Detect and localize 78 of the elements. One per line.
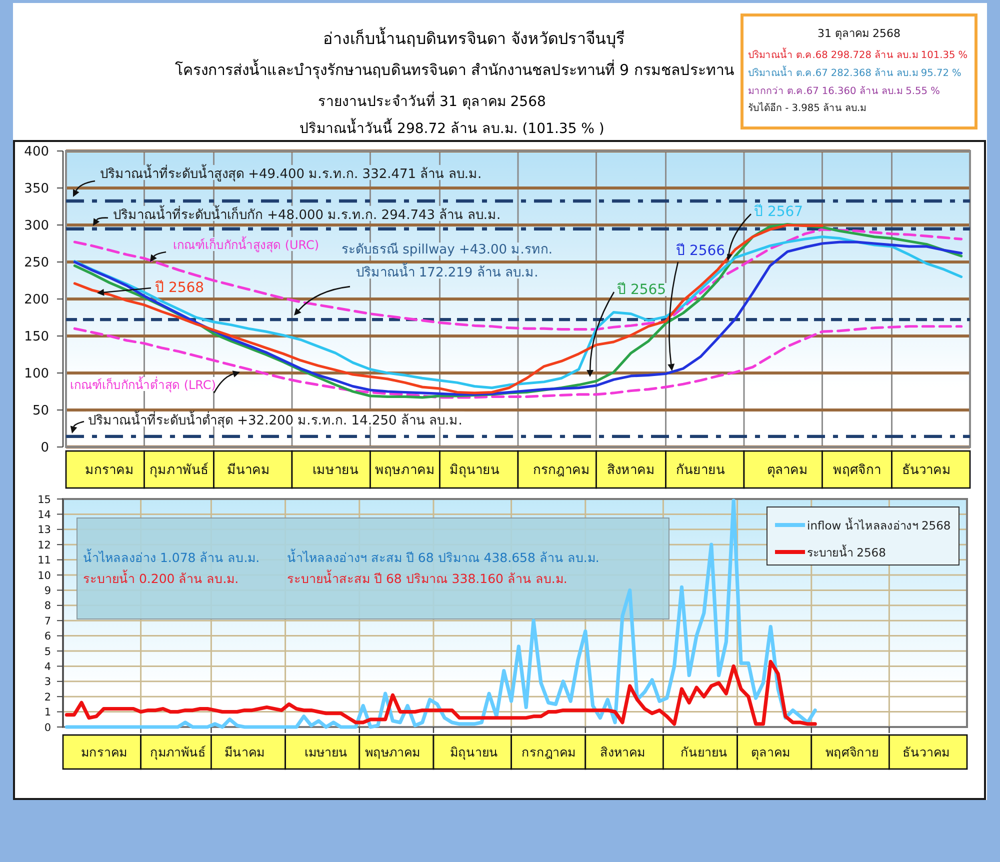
x-tick-label: พฤศจิกาย	[826, 744, 879, 760]
x-tick-label: กันยายน	[680, 744, 728, 760]
series-label: ปี 2565	[617, 282, 666, 298]
series-label: เกณฑ์เก็บกักน้ำต่ำสุด (LRC)	[70, 376, 216, 393]
x-tick-label: เมษายน	[304, 744, 348, 760]
ref-line-label: ปริมาณน้ำที่ระดับน้ำสูงสุด +49.400 ม.ร.ท.ก. 332.471 ล้าน ลบ.ม.	[100, 164, 482, 182]
text: ปริมาณน้ำ ต.ค.68 298.728 ล้าน ลบ.ม 101.35 %	[748, 47, 968, 61]
x-tick-label: พฤษภาคม	[375, 463, 435, 478]
y-tick-label: 3	[44, 676, 51, 688]
x-tick-label: กรกฎาคม	[532, 463, 590, 478]
series-label: ปี 2567	[754, 204, 804, 220]
y-tick-label: 350	[24, 182, 49, 197]
x-tick-label: สิงหาคม	[600, 744, 645, 760]
y-tick-label: 10	[38, 570, 51, 582]
y-tick-label: 100	[24, 366, 49, 382]
line-series	[73, 325, 963, 399]
y-tick-label: 13	[38, 524, 51, 536]
annotation: น้ำไหลลงอ่าง 1.078 ล้าน ลบ.ม.	[83, 548, 260, 565]
ref-line-label: ปริมาณน้ำที่ระดับน้ำต่ำสุด +32.200 ม.ร.ท.ก. 14.250 ล้าน ลบ.ม.	[88, 410, 462, 428]
y-tick-label: 6	[44, 630, 52, 643]
y-tick-label: 2	[44, 691, 51, 704]
line-series	[73, 228, 963, 331]
text: ปริมาณน้ำ ต.ค.67 282.368 ล้าน ลบ.ม 95.72 %	[748, 65, 962, 79]
y-tick-label: 9	[44, 584, 51, 597]
text: รายงานประจำวันที่ 31 ตุลาคม 2568	[318, 92, 546, 110]
y-tick-label: 14	[38, 508, 52, 521]
ref-line-label: ปริมาณน้ำที่ระดับน้ำเก็บกัก +48.000 ม.ร.ท.ก. 294.743 ล้าน ลบ.ม.	[113, 204, 501, 223]
line-series	[73, 224, 824, 394]
annotation: น้ำไหลลงอ่างฯ สะสม ปี 68 ปริมาณ 438.658 ล้าน ลบ.ม.	[287, 548, 600, 565]
text: มากกว่า ต.ค.67 16.360 ล้าน ลบ.ม 5.55 %	[748, 86, 940, 97]
text: ปี 2566	[676, 243, 726, 259]
y-tick-label: 11	[38, 554, 51, 567]
line-series	[64, 660, 817, 726]
chart-subtitle: โครงการส่งน้ำและบำรุงรักษานฤบดินทรจินดา สำนักงานชลประทานที่ 9 กรมชลประทาน	[175, 59, 734, 80]
annotation: ระบายน้ำสะสม ปี 68 ปริมาณ 338.160 ล้าน ลบ.ม.	[287, 569, 568, 586]
y-tick-label: 400	[24, 144, 49, 160]
x-tick-label: พฤษภาคม	[365, 744, 420, 760]
x-tick-label: พฤศจิกา	[833, 463, 881, 478]
x-tick-label: มกราคม	[80, 744, 127, 760]
x-tick-label: ธันวาคม	[902, 463, 952, 478]
x-tick-label: กันยายน	[676, 463, 726, 478]
y-tick-label: 200	[24, 292, 49, 308]
x-tick-label: มีนาคม	[227, 462, 270, 478]
chart-title: อ่างเก็บน้ำนฤบดินทรจินดา จังหวัดปราจีนบุรี	[322, 27, 626, 49]
x-tick-label: มกราคม	[84, 463, 134, 478]
series-label: ปี 2568	[155, 280, 204, 296]
y-tick-label: 8	[44, 600, 51, 612]
y-tick-label: 0	[40, 440, 49, 456]
x-tick-label: ตุลาคม	[766, 463, 808, 478]
x-tick-label: มิถุนายน	[450, 744, 498, 760]
y-tick-label: 5	[44, 646, 51, 658]
x-tick-label: มีนาคม	[224, 744, 265, 760]
x-tick-label: ตุลาคม	[751, 744, 790, 760]
text: รับได้อีก - 3.985 ล้าน ลบ.ม	[748, 102, 866, 114]
x-tick-label: มิถุนายน	[450, 463, 500, 478]
x-tick-label: กุมภาพันธ์	[150, 744, 206, 760]
legend-label: ระบายน้ำ 2568	[807, 544, 886, 560]
x-tick-label: สิงหาคม	[607, 463, 655, 478]
x-tick-label: กรกฎาคม	[521, 744, 576, 760]
y-tick-label: 15	[38, 494, 51, 506]
y-tick-label: 150	[24, 330, 49, 345]
y-tick-label: 1	[44, 706, 51, 719]
y-tick-label: 0	[44, 722, 51, 734]
y-tick-label: 300	[24, 218, 49, 234]
y-tick-label: 4	[44, 660, 52, 673]
ref-line-label: ระดับธรณี spillway +43.00 ม.รทก. ปริมาณน้ำ 172.219 ล้าน ลบ.ม.	[342, 242, 552, 281]
legend-label: inflow น้ำไหลลงอ่างฯ 2568	[807, 518, 951, 532]
text: 31 ตุลาคม 2568	[818, 27, 900, 40]
annotation: ระบายน้ำ 0.200 ล้าน ลบ.ม.	[83, 569, 239, 586]
y-tick-label: 250	[24, 256, 49, 271]
text: ปริมาณน้ำวันนี้ 298.72 ล้าน ลบ.ม. (101.35 % )	[300, 118, 604, 137]
y-tick-label: 12	[38, 539, 51, 552]
x-tick-label: กุมภาพันธ์	[150, 462, 208, 478]
x-tick-label: เมษายน	[312, 463, 358, 478]
x-tick-label: ธันวาคม	[902, 744, 950, 760]
y-tick-label: 50	[32, 404, 49, 419]
series-label: เกณฑ์เก็บกักน้ำสูงสุด (URC)	[173, 236, 320, 253]
y-tick-label: 7	[44, 615, 51, 628]
